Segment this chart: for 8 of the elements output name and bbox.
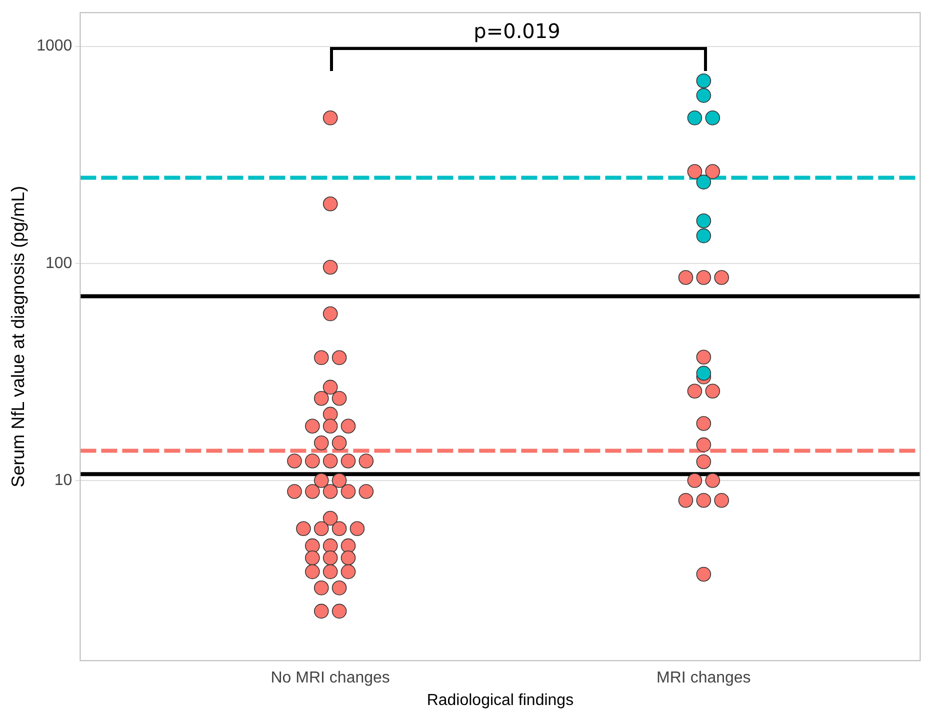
y-tick-label: 100 — [45, 254, 72, 272]
y-tick-label: 1000 — [36, 38, 72, 55]
x-tick-label: MRI changes — [656, 670, 751, 687]
annotation: p=0.019 — [474, 18, 560, 43]
y-axis-title: Serum NfL value at diagnosis (pg/mL) — [8, 186, 28, 488]
x-tick-label: No MRI changes — [270, 670, 390, 687]
y-tick-label: 10 — [54, 472, 72, 489]
x-axis-title: Radiological findings — [426, 692, 574, 709]
